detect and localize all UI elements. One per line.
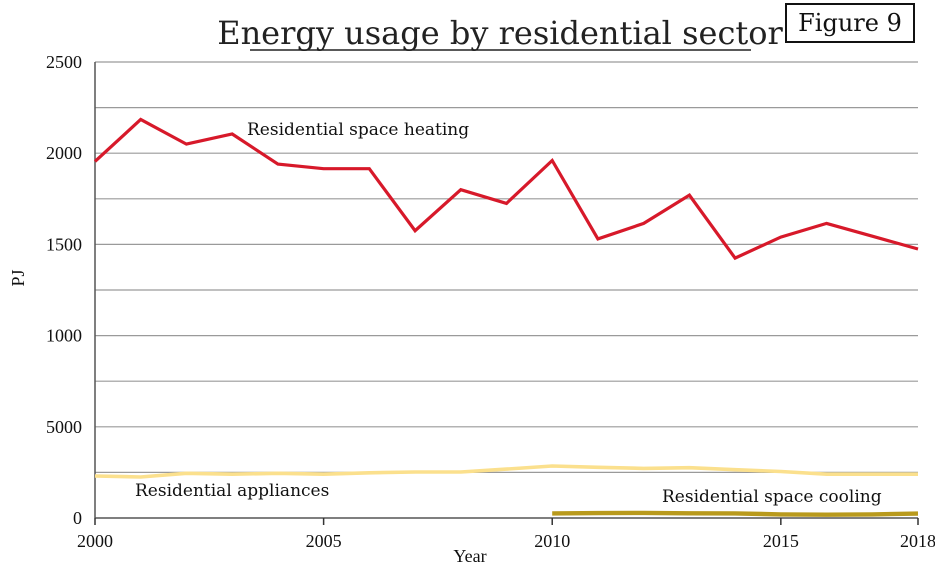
series-line-appliances [94,464,918,479]
y-tick-label: 5000 [46,417,82,437]
x-axis-label: Year [453,546,486,566]
y-tick-label: 1500 [46,234,82,254]
y-tick-label: 2000 [46,143,82,163]
x-ticks: 2000 2005 2010 2015 2018 [77,518,935,551]
grid [95,61,918,473]
series-label-appliances: Residential appliances [135,481,329,501]
x-tick-label: 2005 [306,531,342,551]
y-ticks: 0 5000 1000 1500 2000 2500 [46,52,82,528]
x-tick-label: 2015 [763,531,799,551]
series-label-space-heating: Residential space heating [247,120,469,140]
y-axis-label: PJ [8,269,28,286]
figure-badge: Figure 9 [798,9,902,37]
y-tick-label: 2500 [46,52,82,72]
series-line-space-heating [93,117,919,261]
series-label-space-cooling: Residential space cooling [662,487,882,507]
x-tick-label: 2018 [900,531,935,551]
series-line-space-cooling [552,510,919,517]
chart-title: Energy usage by residential sector [217,14,783,52]
figure-badge-box [785,3,915,43]
x-tick-label: 2010 [534,531,570,551]
x-tick-label: 2000 [77,531,113,551]
series [93,117,919,517]
y-tick-label: 1000 [46,326,82,346]
y-tick-label: 0 [73,508,82,528]
